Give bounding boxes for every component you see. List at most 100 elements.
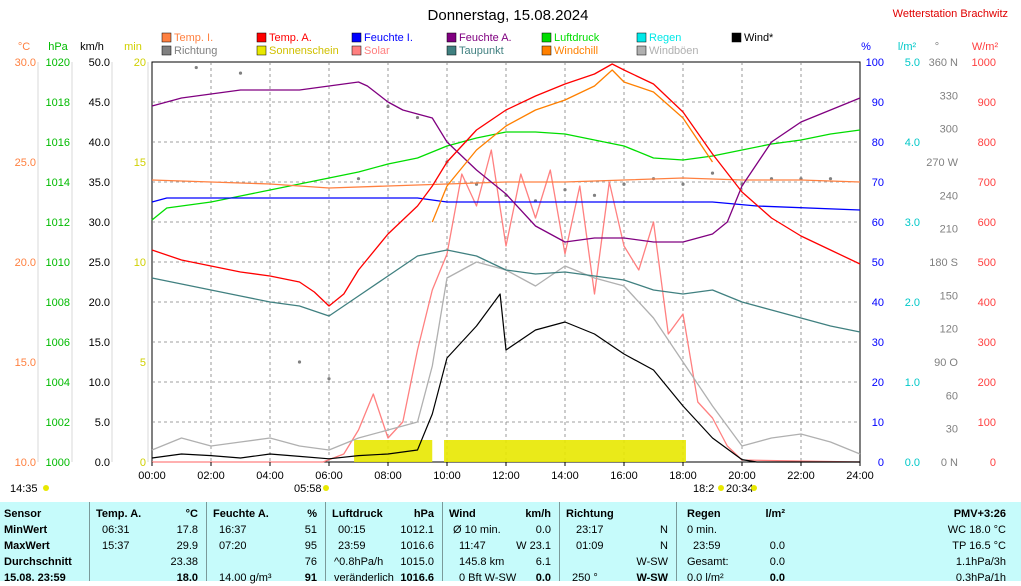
sunshine-bar [444,440,686,462]
unit-sun: min [124,41,142,53]
stats-rain-unit: l/m² [765,508,785,520]
series-direction-point [592,193,597,197]
wind-axis-tick-label: 5.0 [95,417,110,429]
temp-axis-tick-label: 30.0 [15,57,36,69]
x-tick-label: 14:00 [551,470,579,482]
humidity-axis-tick-label: 80 [872,137,884,149]
pressure-axis-tick-label: 1004 [46,377,70,389]
legend-swatch [636,32,647,43]
pressure-axis-tick-label: 1006 [46,337,70,349]
stats-extra-trend-1h: 0.3hPa/1h [955,572,1006,584]
series-direction-point [563,188,567,192]
stats-rain-max-time: 23:59 [693,540,721,552]
stats-temp-title: Temp. A. [96,508,142,520]
wind-axis-tick-label: 40.0 [89,137,110,149]
stats-rain-title: Regen [687,508,721,520]
series-lines [151,63,861,463]
marker-moon: 20:34 [726,483,754,495]
stats-label-avg: Durchschnitt [4,556,72,568]
legend-label: Regen [649,32,681,44]
legend-label: Windböen [649,45,699,57]
marker-dot [323,485,329,491]
direction-axis-tick-label: 180 S [929,257,958,269]
wind-axis-tick-label: 25.0 [89,257,110,269]
stats-temp-max-value: 29.9 [176,540,198,552]
stats-extra-trend-3h: 1.1hPa/3h [955,556,1006,568]
solar-axis-tick-label: 600 [978,217,996,229]
stats-pressure-avg-value: 1015.0 [400,556,434,568]
stats-wind-cur-value: 0.0 [535,572,551,584]
marker-sunset-arrow: 18:2 [693,483,714,495]
stats-label-current: 15.08. 23:59 [4,572,66,584]
sun-axis-tick-label: 5 [140,357,146,369]
series-windchill [431,69,714,223]
stats-humidity-title: Feuchte A. [213,508,269,520]
pressure-axis-tick-label: 1020 [46,57,70,69]
series-direction-point [681,182,685,186]
series-temp-a [151,63,861,307]
legend-label: Windchill [554,45,598,57]
stats-rain-max-value: 0.0 [769,540,785,552]
direction-axis-tick-label: 60 [946,390,958,402]
unit-pressure: hPa [48,41,68,53]
stats-extra-dewpoint: TP 16.5 °C [952,540,1006,552]
station-name: Wetterstation Brachwitz [893,8,1008,20]
x-tick-label: 20:00 [728,470,756,482]
rain-axis-tick-label: 3.0 [905,217,920,229]
marker-min-pressure: 14:35 [10,483,38,495]
unit-direction: ° [935,41,939,53]
legend-label: Richtung [174,45,217,57]
pressure-axis-tick-label: 1008 [46,297,70,309]
pressure-axis-tick-label: 1016 [46,137,70,149]
stats-direction-title: Richtung [566,508,614,520]
sunshine-bars [354,440,686,462]
stats-humidity-max-value: 95 [304,540,317,552]
legend-label: Taupunkt [459,45,504,57]
humidity-axis-tick-label: 50 [872,257,884,269]
humidity-axis-tick-label: 40 [872,297,884,309]
pressure-axis-tick-label: 1014 [46,177,70,189]
direction-axis-tick-label: 240 [940,190,958,202]
pressure-axis-tick-label: 1018 [46,97,70,109]
x-tick-label: 12:00 [492,470,520,482]
pressure-axis-tick-label: 1000 [46,457,70,469]
x-tick-label: 06:00 [315,470,343,482]
legend-swatch [256,45,267,56]
direction-axis-tick-label: 270 W [926,157,958,169]
unit-humidity: % [861,41,871,53]
stats-pressure: Luftdruck hPa 00:15 1012.1 23:59 1016.6 ^0.… [325,502,442,584]
legend-swatch [351,45,362,56]
legend-swatch [636,45,647,56]
axis-unit-labels: °C hPa km/h min % l/m² ° W/m² [18,41,999,53]
stats-wind-avg-value: 6.1 [535,556,551,568]
legend-label: Temp. I. [174,32,213,44]
legend-swatch [446,45,457,56]
direction-axis-tick-label: 150 [940,290,958,302]
sun-axis-tick-label: 0 [140,457,146,469]
pressure-axis-tick-label: 1012 [46,217,70,229]
stats-temp: Temp. A. °C 06:31 17.8 15:37 29.9 23.38 18.… [89,502,206,584]
stats-rain-duration: 0 min. [687,524,717,536]
stats-humidity-unit: % [307,508,317,520]
stats-temp-max-time: 15:37 [102,540,130,552]
legend-swatch [541,45,552,56]
unit-solar: W/m² [972,41,999,53]
legend-label: Feuchte I. [364,32,413,44]
series-feuchte-a [151,81,861,243]
series-temp-i [151,177,861,189]
wind-axis-tick-label: 30.0 [89,217,110,229]
sun-axis-tick-label: 20 [134,57,146,69]
legend: Temp. I. Temp. A. Feuchte I. Feuchte A. Luft… [161,32,774,57]
humidity-axis-tick-label: 90 [872,97,884,109]
stats-pressure-title: Luftdruck [332,508,383,520]
x-tick-label: 10:00 [433,470,461,482]
wind-axis-tick-label: 50.0 [89,57,110,69]
stats-extra: PMV+3:26 WC 18.0 °C TP 16.5 °C 1.1hPa/3h… [793,502,1020,584]
direction-axis-tick-label: 330 [940,90,958,102]
stats-wind-title: Wind [449,508,476,520]
solar-axis-tick-label: 200 [978,377,996,389]
series-solar [152,149,861,463]
stats-wind-avg10-value: 0.0 [535,524,551,536]
stats-pressure-unit: hPa [413,508,434,520]
stats-temp-unit: °C [185,508,198,520]
